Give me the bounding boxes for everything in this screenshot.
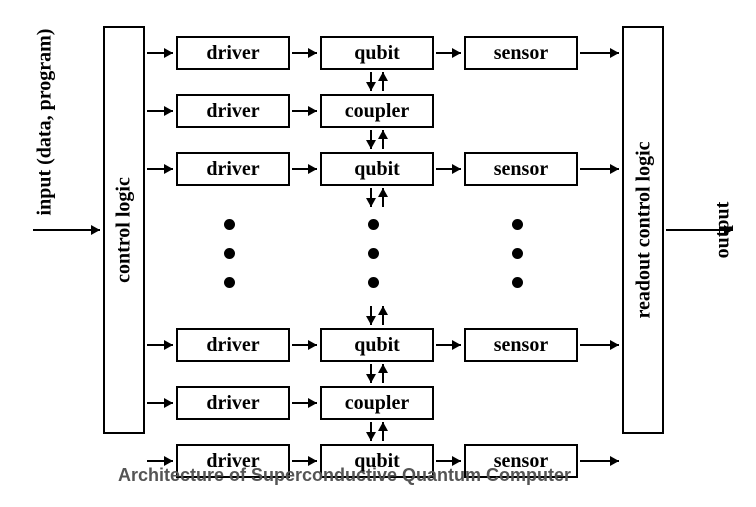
caption: Architecture of Superconductive Quantum … xyxy=(118,465,571,486)
arrow-output xyxy=(0,0,756,507)
diagram-root: input (data, program)control logicreadou… xyxy=(0,0,756,507)
